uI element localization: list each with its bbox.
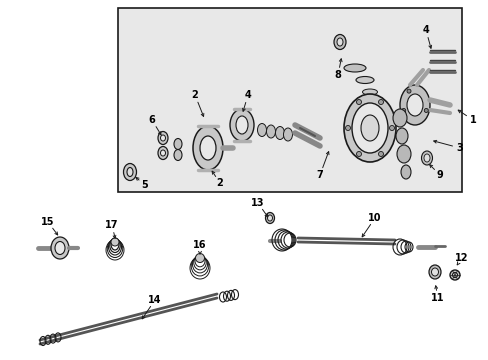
Ellipse shape xyxy=(345,126,350,131)
Text: 16: 16 xyxy=(193,240,206,250)
Ellipse shape xyxy=(158,131,168,144)
Ellipse shape xyxy=(378,99,383,104)
Ellipse shape xyxy=(406,89,410,93)
Ellipse shape xyxy=(333,35,346,50)
Text: 11: 11 xyxy=(430,293,444,303)
Ellipse shape xyxy=(195,253,204,262)
Ellipse shape xyxy=(160,150,165,156)
Text: 6: 6 xyxy=(148,115,155,125)
Ellipse shape xyxy=(283,128,292,141)
Ellipse shape xyxy=(406,94,422,116)
Text: 14: 14 xyxy=(148,295,162,305)
Ellipse shape xyxy=(200,136,216,160)
Text: 9: 9 xyxy=(436,170,443,180)
Ellipse shape xyxy=(267,215,272,221)
Text: 12: 12 xyxy=(454,253,468,263)
Text: 4: 4 xyxy=(422,25,428,35)
Ellipse shape xyxy=(395,128,407,144)
Ellipse shape xyxy=(336,38,342,46)
Text: 3: 3 xyxy=(456,143,463,153)
Ellipse shape xyxy=(399,85,429,125)
Ellipse shape xyxy=(421,151,431,165)
Ellipse shape xyxy=(360,115,378,141)
Ellipse shape xyxy=(55,242,65,255)
Ellipse shape xyxy=(362,89,377,95)
Ellipse shape xyxy=(378,152,383,157)
Ellipse shape xyxy=(51,237,69,259)
Ellipse shape xyxy=(257,123,266,136)
Text: 10: 10 xyxy=(367,213,381,223)
Ellipse shape xyxy=(343,94,395,162)
Ellipse shape xyxy=(389,126,394,131)
Ellipse shape xyxy=(160,135,165,141)
Ellipse shape xyxy=(451,273,457,278)
Text: 2: 2 xyxy=(216,178,223,188)
Text: 17: 17 xyxy=(105,220,119,230)
Ellipse shape xyxy=(174,149,182,161)
Ellipse shape xyxy=(356,99,361,104)
Ellipse shape xyxy=(400,165,410,179)
Ellipse shape xyxy=(351,103,387,153)
Text: 4: 4 xyxy=(244,90,251,100)
Ellipse shape xyxy=(265,212,274,224)
Text: 5: 5 xyxy=(142,180,148,190)
Ellipse shape xyxy=(449,270,459,280)
Ellipse shape xyxy=(401,108,405,112)
Ellipse shape xyxy=(396,145,410,163)
Text: 7: 7 xyxy=(316,170,323,180)
Ellipse shape xyxy=(111,238,119,246)
Text: 15: 15 xyxy=(41,217,55,227)
Ellipse shape xyxy=(343,64,365,72)
Ellipse shape xyxy=(428,265,440,279)
Ellipse shape xyxy=(423,154,429,162)
Text: 8: 8 xyxy=(334,70,341,80)
Text: 1: 1 xyxy=(468,115,475,125)
Ellipse shape xyxy=(174,139,182,149)
Ellipse shape xyxy=(356,152,361,157)
Ellipse shape xyxy=(229,109,253,141)
Ellipse shape xyxy=(127,167,133,176)
Ellipse shape xyxy=(266,125,275,138)
Ellipse shape xyxy=(158,147,168,159)
Ellipse shape xyxy=(193,126,223,170)
Ellipse shape xyxy=(275,126,284,140)
Ellipse shape xyxy=(430,268,438,276)
Text: 2: 2 xyxy=(191,90,198,100)
Bar xyxy=(118,8,461,192)
Ellipse shape xyxy=(236,116,247,134)
Ellipse shape xyxy=(392,109,406,127)
Ellipse shape xyxy=(355,77,373,84)
Text: 13: 13 xyxy=(251,198,264,208)
Ellipse shape xyxy=(424,108,427,112)
Ellipse shape xyxy=(123,163,136,180)
